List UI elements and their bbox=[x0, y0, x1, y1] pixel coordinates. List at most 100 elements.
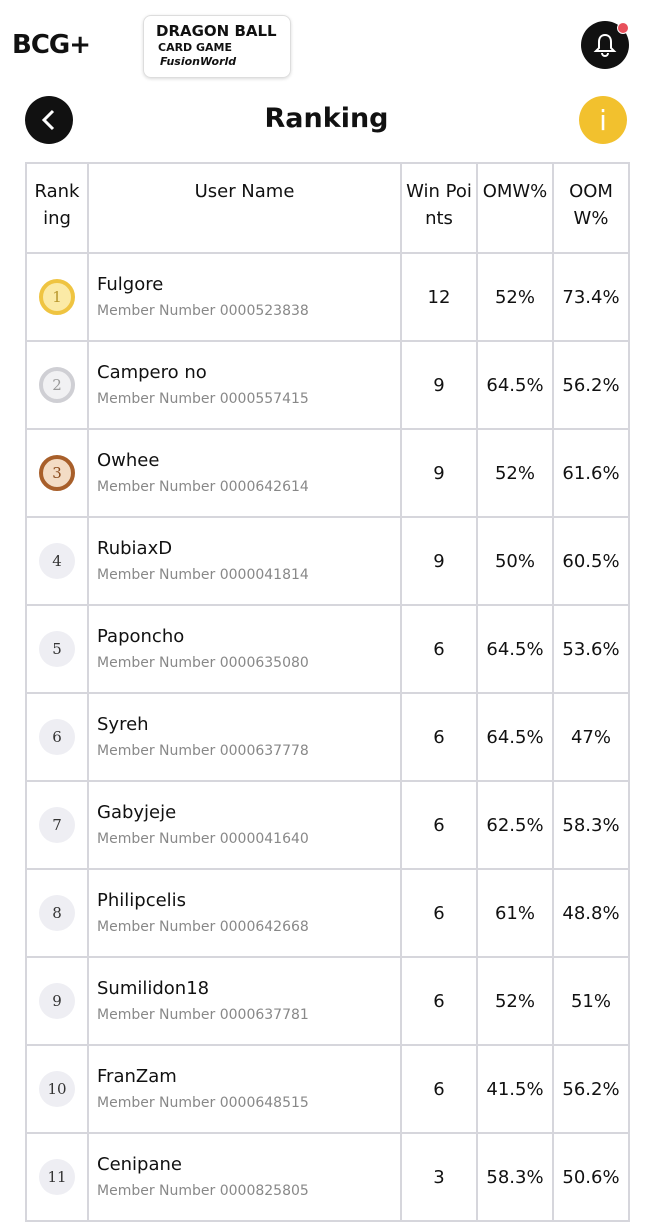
logo-text: DRAGON BALL bbox=[156, 22, 277, 40]
back-icon bbox=[41, 109, 55, 131]
page-title: Ranking bbox=[264, 103, 389, 134]
ranking-row: 10 FranZam Member Number 0000648515 6 41.5% 5… bbox=[25, 1044, 630, 1134]
member-number: Member Number 0000041814 bbox=[97, 567, 309, 583]
column-header: OMW% bbox=[476, 162, 554, 254]
omw: 64.5% bbox=[476, 692, 554, 782]
rank-badge: 9 bbox=[39, 983, 75, 1019]
user-name: Syreh bbox=[97, 714, 149, 735]
ranking-row: 8 Philipcelis Member Number 0000642668 6 61%… bbox=[25, 868, 630, 958]
user-cell: Fulgore Member Number 0000523838 bbox=[87, 252, 402, 342]
ranking-row: 11 Cenipane Member Number 0000825805 3 58.3%… bbox=[25, 1132, 630, 1222]
user-cell: Philipcelis Member Number 0000642668 bbox=[87, 868, 402, 958]
ranking-row: 3 Owhee Member Number 0000642614 9 52% 61.6% bbox=[25, 428, 630, 518]
member-number: Member Number 0000041640 bbox=[97, 831, 309, 847]
ranking-row: 4 RubiaxD Member Number 0000041814 9 50% 60.5… bbox=[25, 516, 630, 606]
ranking-row: 6 Syreh Member Number 0000637778 6 64.5% 47% bbox=[25, 692, 630, 782]
member-number: Member Number 0000642614 bbox=[97, 479, 309, 495]
oomw: 48.8% bbox=[552, 868, 630, 958]
member-number: Member Number 0000557415 bbox=[97, 391, 309, 407]
omw: 64.5% bbox=[476, 340, 554, 430]
logo[interactable]: BCG+ bbox=[12, 30, 91, 60]
oomw: 60.5% bbox=[552, 516, 630, 606]
oomw: 47% bbox=[552, 692, 630, 782]
user-name: Campero no bbox=[97, 362, 207, 383]
oomw: 51% bbox=[552, 956, 630, 1046]
rank-badge: 10 bbox=[39, 1071, 75, 1107]
user-name: Paponcho bbox=[97, 626, 185, 647]
rank-badge: 5 bbox=[39, 631, 75, 667]
omw: 61% bbox=[476, 868, 554, 958]
user-cell: Gabyjeje Member Number 0000041640 bbox=[87, 780, 402, 870]
rank-badge: 6 bbox=[39, 719, 75, 755]
ranking-row: 5 Paponcho Member Number 0000635080 6 64.5% 5… bbox=[25, 604, 630, 694]
oomw: 53.6% bbox=[552, 604, 630, 694]
user-name: Owhee bbox=[97, 450, 160, 471]
ranking-row: 7 Gabyjeje Member Number 0000041640 6 62.5% 5… bbox=[25, 780, 630, 870]
member-number: Member Number 0000648515 bbox=[97, 1095, 309, 1111]
omw: 50% bbox=[476, 516, 554, 606]
ranking-row: 9 Sumilidon18 Member Number 0000637781 6 52%… bbox=[25, 956, 630, 1046]
rank-cell: 8 bbox=[25, 868, 89, 958]
omw: 52% bbox=[476, 956, 554, 1046]
logo-text: FusionWorld bbox=[160, 55, 237, 68]
user-cell: Cenipane Member Number 0000825805 bbox=[87, 1132, 402, 1222]
member-number: Member Number 0000637778 bbox=[97, 743, 309, 759]
ranking-row: 2 Campero no Member Number 0000557415 9 64.5… bbox=[25, 340, 630, 430]
rank-cell: 3 bbox=[25, 428, 89, 518]
win-points: 6 bbox=[400, 604, 478, 694]
oomw: 58.3% bbox=[552, 780, 630, 870]
ranking-table: Ranking User Name Win Points OMW% OOMW% 1 Ful… bbox=[25, 162, 630, 1222]
rank-cell: 6 bbox=[25, 692, 89, 782]
omw: 52% bbox=[476, 252, 554, 342]
rank-cell: 7 bbox=[25, 780, 89, 870]
rank-badge: 1 bbox=[39, 279, 75, 315]
oomw: 73.4% bbox=[552, 252, 630, 342]
user-cell: Paponcho Member Number 0000635080 bbox=[87, 604, 402, 694]
member-number: Member Number 0000642668 bbox=[97, 919, 309, 935]
rank-badge: 2 bbox=[39, 367, 75, 403]
user-name: RubiaxD bbox=[97, 538, 173, 559]
user-name: Sumilidon18 bbox=[97, 978, 210, 999]
bell-icon bbox=[593, 33, 617, 57]
notification-dot bbox=[617, 22, 629, 34]
user-cell: Owhee Member Number 0000642614 bbox=[87, 428, 402, 518]
rank-badge: 4 bbox=[39, 543, 75, 579]
member-number: Member Number 0000825805 bbox=[97, 1183, 309, 1199]
rank-cell: 1 bbox=[25, 252, 89, 342]
rank-badge: 8 bbox=[39, 895, 75, 931]
game-logo[interactable]: DRAGON BALL CARD GAME FusionWorld bbox=[143, 15, 291, 78]
ranking-row: 1 Fulgore Member Number 0000523838 12 52% 73.… bbox=[25, 252, 630, 342]
user-name: Gabyjeje bbox=[97, 802, 177, 823]
rank-cell: 5 bbox=[25, 604, 89, 694]
column-header: OOMW% bbox=[552, 162, 630, 254]
omw: 41.5% bbox=[476, 1044, 554, 1134]
oomw: 56.2% bbox=[552, 340, 630, 430]
rank-badge: 3 bbox=[39, 455, 75, 491]
omw: 64.5% bbox=[476, 604, 554, 694]
member-number: Member Number 0000637781 bbox=[97, 1007, 309, 1023]
back-button[interactable] bbox=[25, 96, 73, 144]
omw: 58.3% bbox=[476, 1132, 554, 1222]
oomw: 61.6% bbox=[552, 428, 630, 518]
win-points: 9 bbox=[400, 340, 478, 430]
column-header: Win Points bbox=[400, 162, 478, 254]
info-button[interactable]: i bbox=[579, 96, 627, 144]
win-points: 12 bbox=[400, 252, 478, 342]
win-points: 6 bbox=[400, 692, 478, 782]
omw: 62.5% bbox=[476, 780, 554, 870]
rank-badge: 11 bbox=[39, 1159, 75, 1195]
member-number: Member Number 0000523838 bbox=[97, 303, 309, 319]
member-number: Member Number 0000635080 bbox=[97, 655, 309, 671]
win-points: 9 bbox=[400, 428, 478, 518]
win-points: 6 bbox=[400, 1044, 478, 1134]
user-name: FranZam bbox=[97, 1066, 177, 1087]
win-points: 6 bbox=[400, 868, 478, 958]
omw: 52% bbox=[476, 428, 554, 518]
rank-cell: 10 bbox=[25, 1044, 89, 1134]
column-header: Ranking bbox=[25, 162, 89, 254]
user-name: Fulgore bbox=[97, 274, 164, 295]
win-points: 9 bbox=[400, 516, 478, 606]
rank-cell: 11 bbox=[25, 1132, 89, 1222]
rank-cell: 9 bbox=[25, 956, 89, 1046]
user-cell: Sumilidon18 Member Number 0000637781 bbox=[87, 956, 402, 1046]
